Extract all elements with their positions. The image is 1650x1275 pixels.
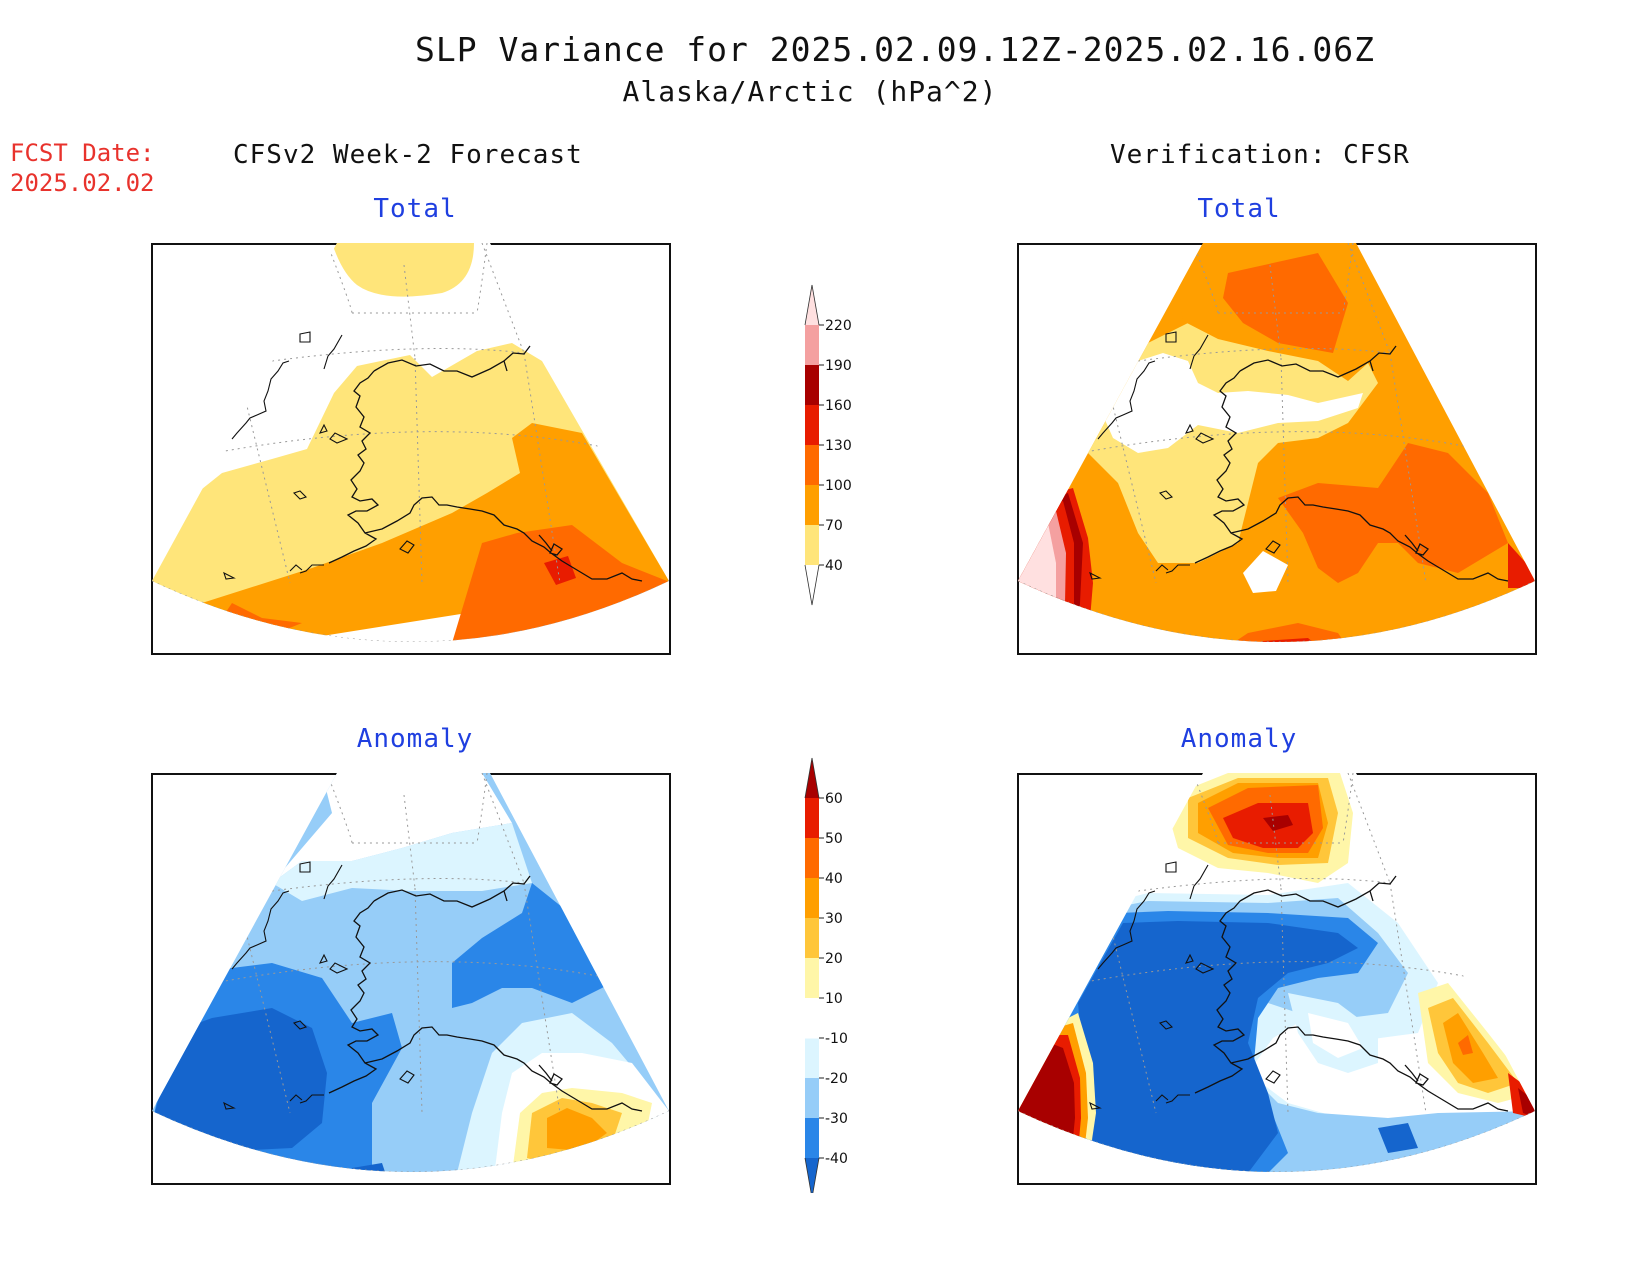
colorbar-total: 40 70 100 130 160 190 220 xyxy=(804,284,852,606)
colorbar-anomaly-tick-label-4: 10 xyxy=(825,991,843,1007)
forecast-date-value: 2025.02.02 xyxy=(10,169,155,197)
colorbar-anomaly-swatch-9 xyxy=(805,798,819,838)
colorbar-anomaly-swatch-4 xyxy=(804,997,820,1039)
colorbar-anomaly-swatch-7 xyxy=(805,878,819,918)
panel-label-forecast-total: Total xyxy=(373,194,457,224)
colorbar-total-swatch-3 xyxy=(805,445,819,485)
map-forecast-total xyxy=(151,243,671,655)
colorbar-total-tick-label-5: 190 xyxy=(825,358,852,374)
main-subtitle: Alaska/Arctic (hPa^2) xyxy=(622,75,998,108)
colorbar-total-swatch-7 xyxy=(805,285,819,325)
colorbar-anomaly-tick-label-2: -20 xyxy=(825,1071,848,1087)
panel-label-forecast-anomaly: Anomaly xyxy=(356,724,474,754)
colorbar-anomaly: -40 -30 -20 -10 10 20 30 40 50 60 xyxy=(804,757,848,1193)
colorbar-anomaly-tip-outline xyxy=(804,757,820,1193)
main-title: SLP Variance for 2025.02.09.12Z-2025.02.… xyxy=(415,30,1375,69)
panel-label-verification-anomaly: Anomaly xyxy=(1180,724,1298,754)
colorbar-anomaly-swatch-3 xyxy=(805,1038,819,1078)
colorbar-total-swatch-6 xyxy=(805,325,819,365)
colorbar-total-swatch-4 xyxy=(805,405,819,445)
colorbar-anomaly-labels: -40 -30 -20 -10 10 20 30 40 50 60 xyxy=(819,791,848,1167)
colorbar-anomaly-tick-label-1: -30 xyxy=(825,1111,848,1127)
forecast-date-label: FCST Date: xyxy=(10,139,155,167)
colorbar-anomaly-swatch-10 xyxy=(805,758,819,798)
colorbar-total-tick-label-4: 160 xyxy=(825,398,852,414)
colorbar-total-swatch-2 xyxy=(805,485,819,525)
colorbar-total-tick-label-2: 100 xyxy=(825,478,852,494)
colorbar-anomaly-tick-label-3: -10 xyxy=(825,1031,848,1047)
colorbar-total-swatches xyxy=(804,284,820,606)
colorbar-anomaly-swatch-5 xyxy=(805,958,819,998)
column-title-verification: Verification: CFSR xyxy=(1110,140,1410,170)
colorbar-anomaly-swatch-6 xyxy=(805,918,819,958)
colorbar-anomaly-tick-label-9: 60 xyxy=(825,791,843,807)
colorbar-anomaly-swatches xyxy=(804,757,820,1193)
column-title-forecast: CFSv2 Week-2 Forecast xyxy=(233,140,583,170)
colorbar-total-tick-label-0: 40 xyxy=(825,558,843,574)
colorbar-anomaly-tick-label-5: 20 xyxy=(825,951,843,967)
colorbar-anomaly-swatch-2 xyxy=(805,1078,819,1118)
colorbar-anomaly-tick-label-0: -40 xyxy=(825,1151,848,1167)
colorbar-anomaly-tick-label-6: 30 xyxy=(825,911,843,927)
colorbar-total-swatch-0 xyxy=(804,564,820,606)
forecast-date-block: FCST Date: 2025.02.02 xyxy=(10,138,155,198)
map-forecast-anomaly xyxy=(151,773,671,1185)
colorbar-total-tick-label-1: 70 xyxy=(825,518,843,534)
map-verification-anomaly xyxy=(1017,773,1537,1185)
colorbar-total-labels: 40 70 100 130 160 190 220 xyxy=(819,318,852,574)
map-verification-total xyxy=(1017,243,1537,655)
colorbar-anomaly-tick-label-8: 50 xyxy=(825,831,843,847)
colorbar-anomaly-swatch-8 xyxy=(805,838,819,878)
colorbar-total-swatch-5 xyxy=(805,365,819,405)
panel-label-verification-total: Total xyxy=(1197,194,1281,224)
colorbar-total-tick-label-3: 130 xyxy=(825,438,852,454)
colorbar-anomaly-tick-label-7: 40 xyxy=(825,871,843,887)
colorbar-total-tip-outline xyxy=(804,284,820,606)
colorbar-total-tick-label-6: 220 xyxy=(825,318,852,334)
colorbar-anomaly-swatch-1 xyxy=(805,1118,819,1158)
colorbar-total-swatch-1 xyxy=(805,525,819,565)
colorbar-anomaly-swatch-0 xyxy=(805,1158,819,1193)
